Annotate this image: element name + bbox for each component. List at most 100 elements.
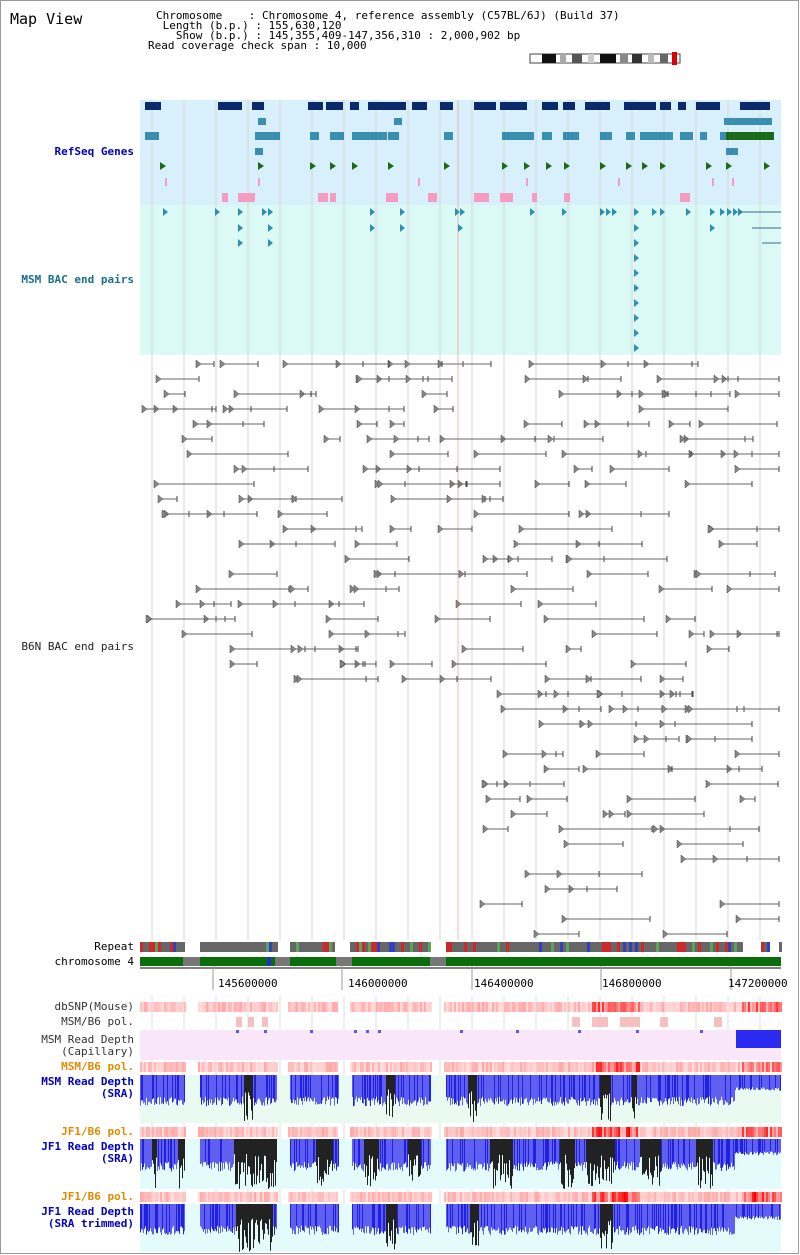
heat-cell (738, 1002, 740, 1012)
heat-cell (636, 1192, 638, 1202)
depth-bar (304, 1139, 305, 1163)
heat-cell (456, 1192, 458, 1202)
depth-bar (311, 1139, 312, 1167)
heat-cell (702, 1002, 704, 1012)
heat-cell (424, 1192, 426, 1202)
depth-bar (564, 1204, 565, 1232)
depth-bar (528, 1204, 529, 1233)
depth-bar (355, 1075, 356, 1100)
depth-bar (718, 1139, 719, 1165)
track-label-msm-b6-pol-2[interactable]: MSM/B6 pol. (61, 1060, 134, 1073)
heat-cell (248, 1192, 250, 1202)
depth-bar (296, 1204, 297, 1226)
gene-feature (474, 102, 496, 110)
depth-bar (653, 1075, 654, 1098)
track-label-dbsnp[interactable]: dbSNP(Mouse) (54, 1000, 134, 1013)
heat-cell (728, 1127, 730, 1137)
heat-cell (716, 1062, 718, 1072)
depth-bar (249, 1075, 250, 1096)
repeat-feature (140, 942, 143, 952)
depth-bar (744, 1075, 745, 1089)
depth-bar (677, 1204, 678, 1228)
heat-cell (672, 1127, 674, 1137)
track-label-jf1-b6-pol-1[interactable]: JF1/B6 pol. (61, 1125, 134, 1138)
heat-cell (476, 1002, 478, 1012)
depth-bar (258, 1204, 259, 1242)
heat-cell (670, 1192, 672, 1202)
repeat-feature (695, 942, 698, 952)
track-label-msm-bac[interactable]: MSM BAC end pairs (21, 273, 134, 286)
depth-bar (758, 1075, 759, 1090)
depth-bar (712, 1075, 713, 1099)
track-label-jf1-depth-sra[interactable]: JF1 Read Depth (SRA) (41, 1140, 134, 1165)
track-label-jf1-depth-trimmed[interactable]: JF1 Read Depth (SRA trimmed) (41, 1205, 134, 1230)
depth-bar (248, 1139, 249, 1167)
heat-cell (322, 1127, 324, 1137)
depth-bar (653, 1139, 654, 1178)
track-label-b6n-bac[interactable]: B6N BAC end pairs (21, 640, 134, 653)
heat-cell (508, 1002, 510, 1012)
heat-cell (406, 1002, 408, 1012)
depth-bar (315, 1204, 316, 1227)
track-label-msm-depth-sra[interactable]: MSM Read Depth (SRA) (41, 1075, 134, 1100)
heat-cell (648, 1127, 650, 1137)
heat-cell (532, 1002, 534, 1012)
repeat-feature (461, 942, 464, 952)
depth-bar (639, 1204, 640, 1236)
depth-bar (486, 1139, 487, 1171)
heat-cell (184, 1062, 186, 1072)
depth-bar (637, 1204, 638, 1234)
depth-bar (709, 1139, 710, 1158)
heat-cell (676, 1002, 678, 1012)
bac-end (377, 479, 384, 489)
depth-bar (736, 1075, 737, 1088)
heat-cell (200, 1002, 202, 1012)
track-label-refseq[interactable]: RefSeq Genes (54, 145, 134, 158)
depth-bar (371, 1075, 372, 1100)
heat-cell (722, 1192, 724, 1202)
depth-bar (309, 1075, 310, 1102)
depth-bar (599, 1204, 600, 1229)
heat-cell (306, 1062, 308, 1072)
heat-cell (750, 1192, 752, 1202)
depth-bar (218, 1139, 219, 1172)
heat-cell (262, 1127, 264, 1137)
depth-bar (499, 1204, 500, 1234)
depth-bar (292, 1204, 293, 1234)
depth-bar (529, 1204, 530, 1228)
heat-cell (182, 1192, 184, 1202)
heat-cell (448, 1002, 450, 1012)
depth-bar (704, 1139, 705, 1172)
depth-bar (742, 1139, 743, 1154)
depth-bar (765, 1139, 766, 1153)
heat-cell (176, 1127, 178, 1137)
track-label-jf1-b6-pol-2[interactable]: JF1/B6 pol. (61, 1190, 134, 1203)
depth-bar (667, 1204, 668, 1233)
heat-cell (482, 1002, 484, 1012)
depth-bar (450, 1139, 451, 1171)
heat-cell (330, 1002, 332, 1012)
depth-bar (693, 1139, 694, 1168)
chromosome-ideogram[interactable] (528, 52, 688, 66)
gene-feature (310, 162, 316, 170)
heat-cell (626, 1062, 628, 1072)
depth-bar (458, 1139, 459, 1164)
repeat-feature (296, 942, 299, 952)
heat-cell (720, 1062, 722, 1072)
heat-cell (754, 1002, 756, 1012)
depth-bar (663, 1139, 664, 1164)
heat-cell (502, 1002, 504, 1012)
heat-cell (694, 1127, 696, 1137)
heat-cell (304, 1062, 306, 1072)
heat-cell (448, 1192, 450, 1202)
track-label-msm-b6-pol-1[interactable]: MSM/B6 pol. (61, 1015, 134, 1028)
heat-cell (692, 1127, 694, 1137)
depth-bar (389, 1204, 390, 1237)
depth-bar (380, 1139, 381, 1164)
track-label-msm-depth-capillary[interactable]: MSM Read Depth (Capillary) (41, 1033, 134, 1058)
depth-bar (466, 1075, 467, 1103)
repeat-feature (587, 942, 590, 952)
heat-cell (356, 1002, 358, 1012)
depth-bar (596, 1204, 597, 1236)
